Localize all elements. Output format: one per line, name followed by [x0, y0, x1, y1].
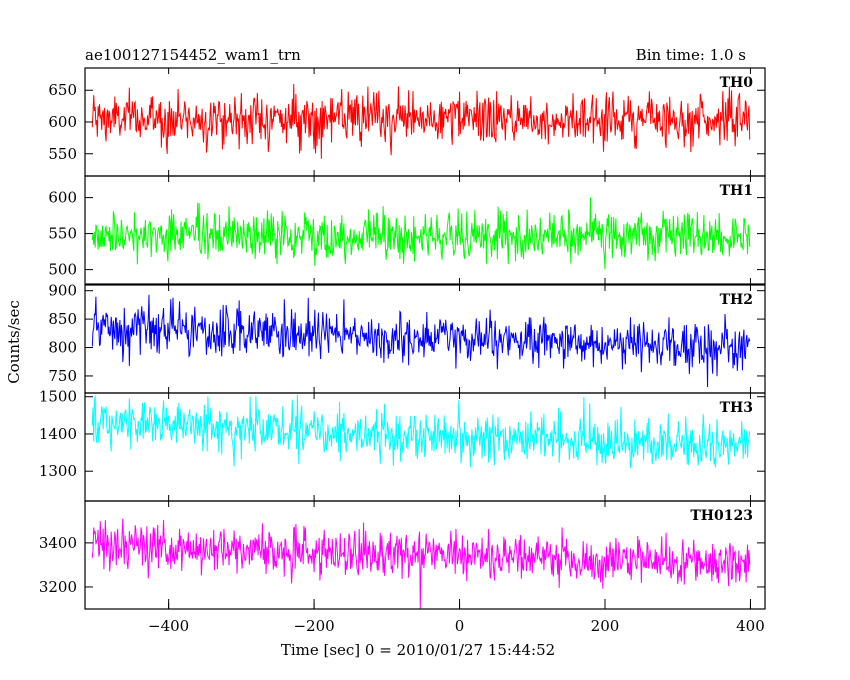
- series-line-th3: [91, 394, 751, 469]
- panel-label-th1: TH1: [720, 183, 753, 199]
- panel-label-th3: TH3: [720, 400, 753, 416]
- y-tick-label: 600: [48, 189, 77, 207]
- chart-title: ae100127154452_wam1_trn: [85, 46, 301, 64]
- y-tick-label: 600: [48, 113, 77, 131]
- y-tick-label: 550: [48, 145, 77, 163]
- panel-label-th2: TH2: [720, 292, 753, 308]
- y-tick-label: 1500: [39, 388, 77, 406]
- y-tick-label: 650: [48, 81, 77, 99]
- panel-label-th0123: TH0123: [690, 508, 753, 524]
- x-tick-label: 0: [455, 617, 465, 635]
- series-line-th0123: [91, 518, 751, 609]
- y-tick-label: 3400: [39, 534, 77, 552]
- x-axis-label: Time [sec] 0 = 2010/01/27 15:44:52: [281, 641, 555, 659]
- y-tick-label: 3200: [39, 578, 77, 596]
- series-line-th2: [91, 294, 751, 388]
- y-tick-label: 550: [48, 225, 77, 243]
- panel-frame: [84, 500, 766, 610]
- x-tick-label: −200: [293, 617, 334, 635]
- chart-subtitle: Bin time: 1.0 s: [636, 46, 746, 64]
- y-tick-label: 1400: [39, 425, 77, 443]
- y-tick-label: 750: [48, 367, 77, 385]
- chart-panels: 550 600 650 TH0 500 550 600 TH1 750 800 850 900 TH2 1…: [39, 67, 766, 635]
- y-tick-label: 800: [48, 339, 77, 357]
- y-tick-label: 900: [48, 282, 77, 300]
- y-axis-label: Counts/sec: [5, 300, 23, 384]
- x-tick-label: −400: [148, 617, 189, 635]
- y-tick-label: 1300: [39, 462, 77, 480]
- x-tick-label: 200: [591, 617, 620, 635]
- series-line-th1: [91, 197, 751, 270]
- x-tick-label: 400: [736, 617, 765, 635]
- y-tick-label: 850: [48, 310, 77, 328]
- panel-label-th0: TH0: [720, 75, 754, 91]
- series-line-th0: [91, 84, 751, 159]
- y-tick-label: 500: [48, 261, 77, 279]
- panel-frame: [84, 175, 766, 285]
